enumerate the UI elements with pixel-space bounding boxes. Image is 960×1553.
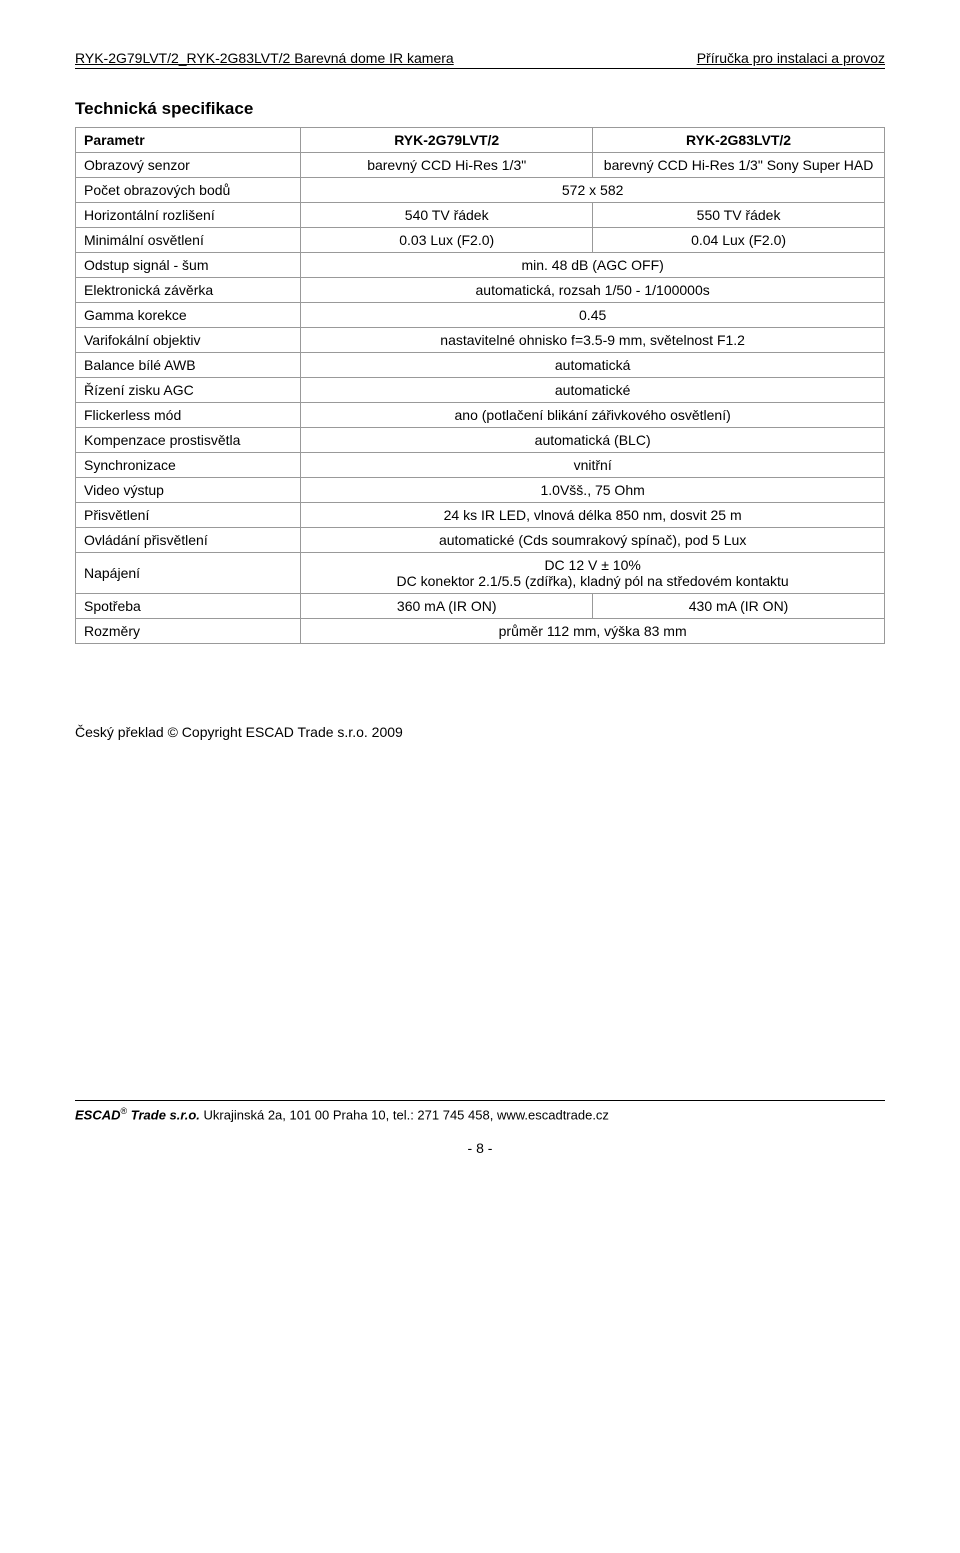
spec-table: Parametr RYK-2G79LVT/2 RYK-2G83LVT/2 Obr…	[75, 127, 885, 644]
footer-company: ESCAD	[75, 1107, 121, 1122]
table-row: Ovládání přisvětlení automatické (Cds so…	[76, 528, 885, 553]
header-col2: RYK-2G83LVT/2	[593, 128, 885, 153]
row-label: Napájení	[76, 553, 301, 594]
row-label: Spotřeba	[76, 594, 301, 619]
table-row: Varifokální objektiv nastavitelné ohnisk…	[76, 328, 885, 353]
row-value1: 360 mA (IR ON)	[301, 594, 593, 619]
row-label: Elektronická závěrka	[76, 278, 301, 303]
row-label: Odstup signál - šum	[76, 253, 301, 278]
table-row: Počet obrazových bodů 572 x 582	[76, 178, 885, 203]
footer-company-rest: Trade s.r.o.	[127, 1107, 200, 1122]
table-row: Balance bílé AWB automatická	[76, 353, 885, 378]
table-row: Horizontální rozlišení 540 TV řádek 550 …	[76, 203, 885, 228]
row-value2: 550 TV řádek	[593, 203, 885, 228]
row-label: Gamma korekce	[76, 303, 301, 328]
row-label: Přisvětlení	[76, 503, 301, 528]
row-value1: 0.03 Lux (F2.0)	[301, 228, 593, 253]
row-label: Kompenzace prostisvětla	[76, 428, 301, 453]
table-row: Video výstup 1.0Všš., 75 Ohm	[76, 478, 885, 503]
table-row: Přisvětlení 24 ks IR LED, vlnová délka 8…	[76, 503, 885, 528]
table-row: Elektronická závěrka automatická, rozsah…	[76, 278, 885, 303]
footer-address: Ukrajinská 2a, 101 00 Praha 10, tel.: 27…	[200, 1107, 609, 1122]
row-value: 572 x 582	[301, 178, 885, 203]
row-value2: barevný CCD Hi-Res 1/3" Sony Super HAD	[593, 153, 885, 178]
row-label: Synchronizace	[76, 453, 301, 478]
row-value: DC 12 V ± 10% DC konektor 2.1/5.5 (zdířk…	[301, 553, 885, 594]
row-value: automatická	[301, 353, 885, 378]
row-value2: 430 mA (IR ON)	[593, 594, 885, 619]
row-value: 24 ks IR LED, vlnová délka 850 nm, dosvi…	[301, 503, 885, 528]
footer-text: ESCAD® Trade s.r.o. Ukrajinská 2a, 101 0…	[75, 1106, 885, 1122]
page-header: RYK-2G79LVT/2_RYK-2G83LVT/2 Barevná dome…	[75, 50, 885, 66]
row-value: vnitřní	[301, 453, 885, 478]
table-row: Obrazový senzor barevný CCD Hi-Res 1/3" …	[76, 153, 885, 178]
row-label: Počet obrazových bodů	[76, 178, 301, 203]
table-row: Rozměry průměr 112 mm, výška 83 mm	[76, 619, 885, 644]
table-row: Synchronizace vnitřní	[76, 453, 885, 478]
page-footer: ESCAD® Trade s.r.o. Ukrajinská 2a, 101 0…	[75, 1100, 885, 1156]
row-value: průměr 112 mm, výška 83 mm	[301, 619, 885, 644]
table-row: Napájení DC 12 V ± 10% DC konektor 2.1/5…	[76, 553, 885, 594]
row-value: automatické (Cds soumrakový spínač), pod…	[301, 528, 885, 553]
table-row: Gamma korekce 0.45	[76, 303, 885, 328]
row-value: automatická (BLC)	[301, 428, 885, 453]
table-header-row: Parametr RYK-2G79LVT/2 RYK-2G83LVT/2	[76, 128, 885, 153]
row-label: Varifokální objektiv	[76, 328, 301, 353]
table-row: Řízení zisku AGC automatické	[76, 378, 885, 403]
row-value1: barevný CCD Hi-Res 1/3"	[301, 153, 593, 178]
table-row: Flickerless mód ano (potlačení blikání z…	[76, 403, 885, 428]
row-value: nastavitelné ohnisko f=3.5-9 mm, světeln…	[301, 328, 885, 353]
row-label: Minimální osvětlení	[76, 228, 301, 253]
header-right: Příručka pro instalaci a provoz	[697, 50, 885, 66]
row-value: automatické	[301, 378, 885, 403]
page-number: - 8 -	[75, 1140, 885, 1156]
row-value: 0.45	[301, 303, 885, 328]
header-parametr: Parametr	[76, 128, 301, 153]
row-label: Rozměry	[76, 619, 301, 644]
row-label: Balance bílé AWB	[76, 353, 301, 378]
row-value: automatická, rozsah 1/50 - 1/100000s	[301, 278, 885, 303]
row-value: 1.0Všš., 75 Ohm	[301, 478, 885, 503]
header-col1: RYK-2G79LVT/2	[301, 128, 593, 153]
row-label: Flickerless mód	[76, 403, 301, 428]
row-value: ano (potlačení blikání zářivkového osvět…	[301, 403, 885, 428]
row-label: Obrazový senzor	[76, 153, 301, 178]
header-divider	[75, 68, 885, 69]
footer-divider	[75, 1100, 885, 1101]
section-title: Technická specifikace	[75, 99, 885, 119]
row-value: min. 48 dB (AGC OFF)	[301, 253, 885, 278]
row-value1: 540 TV řádek	[301, 203, 593, 228]
row-label: Horizontální rozlišení	[76, 203, 301, 228]
table-row: Spotřeba 360 mA (IR ON) 430 mA (IR ON)	[76, 594, 885, 619]
table-row: Minimální osvětlení 0.03 Lux (F2.0) 0.04…	[76, 228, 885, 253]
row-value2: 0.04 Lux (F2.0)	[593, 228, 885, 253]
header-left: RYK-2G79LVT/2_RYK-2G83LVT/2 Barevná dome…	[75, 50, 454, 66]
row-label: Video výstup	[76, 478, 301, 503]
row-label: Řízení zisku AGC	[76, 378, 301, 403]
row-label: Ovládání přisvětlení	[76, 528, 301, 553]
copyright-text: Český překlad © Copyright ESCAD Trade s.…	[75, 724, 885, 740]
table-row: Kompenzace prostisvětla automatická (BLC…	[76, 428, 885, 453]
table-row: Odstup signál - šum min. 48 dB (AGC OFF)	[76, 253, 885, 278]
